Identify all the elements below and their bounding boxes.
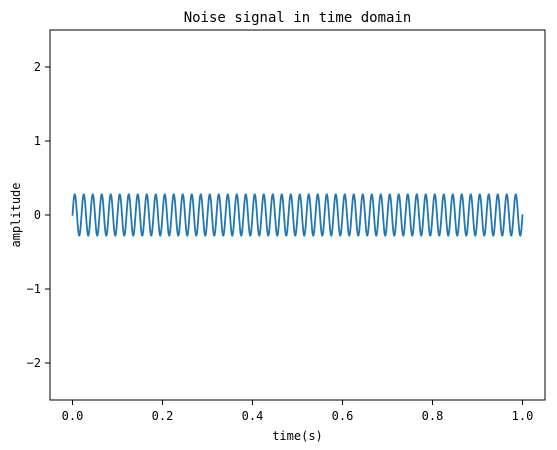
x-axis-label: time(s) [272, 429, 323, 443]
y-tick-label: −1 [27, 282, 41, 296]
x-tick-label: 0.2 [152, 409, 174, 423]
x-tick-label: 0.8 [422, 409, 444, 423]
y-axis-label: amplitude [9, 182, 23, 247]
x-axis-ticks: 0.0 0.2 0.4 0.6 0.8 1.0 [62, 400, 534, 423]
y-tick-label: 1 [34, 134, 41, 148]
y-axis-ticks: 2 1 0 −1 −2 [27, 60, 50, 370]
x-tick-label: 1.0 [512, 409, 534, 423]
x-tick-label: 0.0 [62, 409, 84, 423]
chart-title: Noise signal in time domain [184, 10, 412, 26]
x-tick-label: 0.6 [332, 409, 354, 423]
y-tick-label: −2 [27, 356, 41, 370]
y-tick-label: 0 [34, 208, 41, 222]
series-layer [71, 193, 524, 237]
y-tick-label: 2 [34, 60, 41, 74]
x-tick-label: 0.4 [242, 409, 264, 423]
series-line-1 [71, 193, 524, 237]
